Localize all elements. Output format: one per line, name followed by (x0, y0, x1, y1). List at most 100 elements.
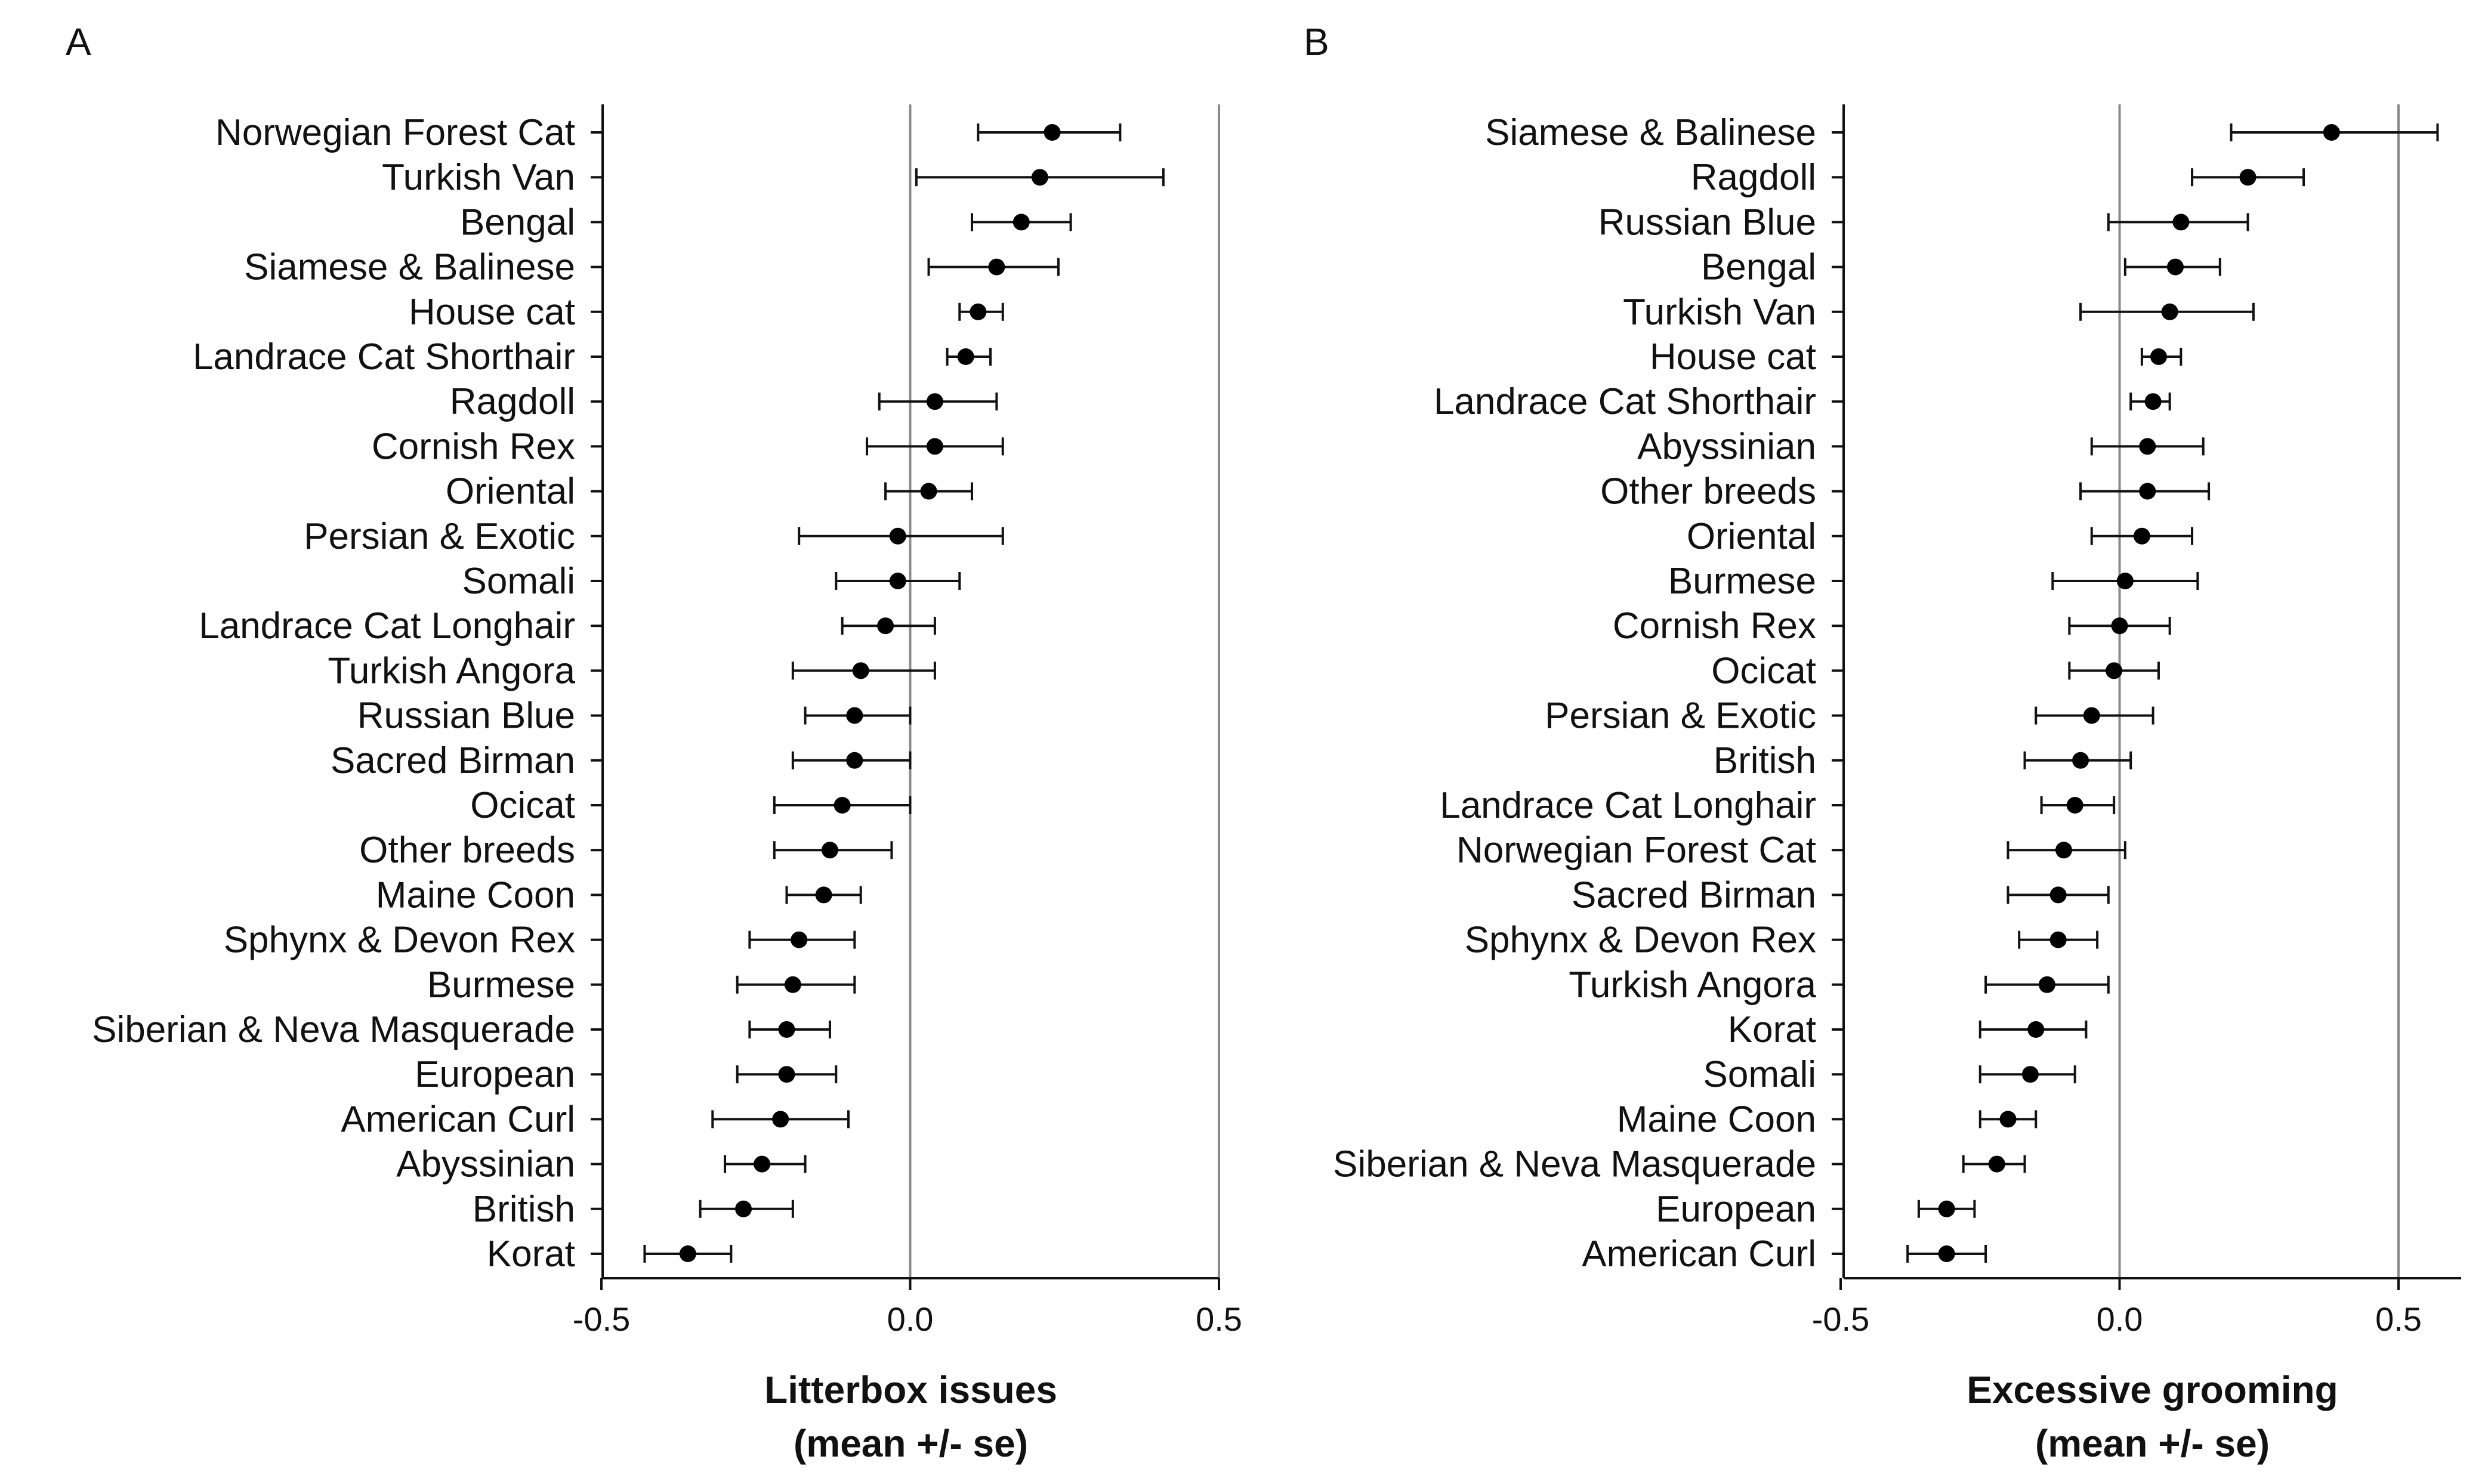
mean-point-b-1 (2239, 169, 2257, 186)
mean-point-a-20 (778, 1021, 795, 1038)
mean-point-a-13 (846, 707, 863, 724)
mean-point-b-13 (2083, 707, 2100, 724)
category-label-b-3: Bengal (1701, 247, 1816, 288)
category-label-b-18: Sphynx & Devon Rex (1465, 920, 1816, 961)
mean-point-b-9 (2133, 527, 2150, 545)
x-tick-label-a-1: 0.0 (887, 1300, 934, 1338)
mean-point-b-11 (2111, 617, 2128, 635)
mean-point-a-11 (877, 617, 894, 635)
mean-point-a-3 (988, 258, 1005, 276)
mean-point-b-10 (2116, 573, 2134, 589)
category-label-a-1: Turkish Van (382, 157, 575, 198)
mean-point-b-14 (2072, 752, 2089, 769)
x-tick-label-a-2: 0.5 (1196, 1300, 1242, 1338)
mean-point-b-24 (1938, 1200, 1955, 1217)
panel-letter-b: B (1304, 20, 1329, 63)
category-label-b-25: American Curl (1582, 1233, 1816, 1275)
mean-point-b-0 (2323, 124, 2340, 141)
mean-point-a-9 (889, 527, 906, 545)
category-label-b-21: Somali (1703, 1054, 1816, 1095)
mean-point-a-5 (957, 348, 974, 365)
category-label-a-23: Abyssinian (396, 1144, 575, 1185)
mean-point-b-18 (2049, 931, 2067, 948)
mean-point-a-17 (815, 886, 832, 904)
category-label-b-1: Ragdoll (1691, 157, 1816, 198)
category-label-b-11: Cornish Rex (1613, 605, 1816, 647)
category-label-a-14: Sacred Birman (331, 740, 575, 781)
category-label-a-11: Landrace Cat Longhair (199, 605, 575, 647)
mean-point-a-19 (784, 976, 801, 993)
category-label-a-20: Siberian & Neva Masquerade (92, 1009, 575, 1050)
category-label-a-24: British (473, 1189, 575, 1230)
mean-point-a-21 (778, 1066, 795, 1083)
mean-point-b-22 (1999, 1111, 2017, 1128)
mean-point-a-15 (834, 797, 851, 814)
category-label-b-17: Sacred Birman (1572, 874, 1816, 916)
category-label-b-14: British (1714, 740, 1816, 781)
category-label-a-21: European (415, 1054, 575, 1095)
x-tick-label-a-0: -0.5 (573, 1300, 631, 1338)
mean-point-b-17 (2049, 886, 2067, 904)
x-tick-label-b-2: 0.5 (2375, 1300, 2422, 1338)
category-label-a-22: American Curl (341, 1099, 575, 1140)
category-label-a-4: House cat (409, 292, 575, 333)
category-label-b-4: Turkish Van (1623, 292, 1816, 333)
category-label-a-16: Other breeds (359, 830, 575, 871)
mean-point-a-8 (920, 483, 937, 500)
mean-point-b-2 (2172, 214, 2190, 231)
mean-point-b-21 (2021, 1066, 2039, 1083)
mean-point-b-8 (2139, 483, 2156, 500)
mean-point-a-0 (1044, 124, 1061, 141)
category-label-a-5: Landrace Cat Shorthair (193, 336, 575, 378)
category-label-b-20: Korat (1728, 1009, 1816, 1050)
mean-point-a-14 (846, 752, 863, 769)
category-label-a-0: Norwegian Forest Cat (215, 112, 575, 153)
mean-point-a-4 (970, 303, 987, 320)
mean-point-b-25 (1938, 1245, 1955, 1262)
x-tick-label-b-0: -0.5 (1812, 1300, 1870, 1338)
category-label-a-17: Maine Coon (376, 874, 575, 916)
x-axis-title-a: Litterbox issues (764, 1368, 1057, 1411)
x-axis-title-b: Excessive grooming (1967, 1368, 2338, 1411)
category-label-a-9: Persian & Exotic (304, 516, 575, 557)
mean-point-a-24 (735, 1200, 752, 1217)
mean-point-a-2 (1013, 214, 1030, 231)
category-label-b-8: Other breeds (1600, 471, 1816, 512)
mean-point-b-6 (2144, 393, 2162, 410)
panel-letter-a: A (66, 20, 91, 63)
category-label-a-12: Turkish Angora (328, 650, 575, 691)
category-label-a-18: Sphynx & Devon Rex (224, 920, 575, 961)
category-label-b-23: Siberian & Neva Masquerade (1333, 1144, 1816, 1185)
mean-point-b-15 (2066, 797, 2083, 814)
category-label-b-6: Landrace Cat Shorthair (1434, 381, 1816, 422)
category-label-a-25: Korat (487, 1233, 575, 1275)
mean-point-a-12 (852, 662, 869, 679)
category-label-b-10: Burmese (1668, 561, 1816, 602)
category-label-a-13: Russian Blue (357, 695, 575, 737)
category-label-b-9: Oriental (1687, 516, 1816, 557)
category-label-b-24: European (1656, 1189, 1816, 1230)
category-label-a-8: Oriental (446, 471, 575, 512)
mean-point-b-3 (2167, 258, 2184, 276)
mean-point-a-16 (821, 842, 838, 859)
category-label-b-22: Maine Coon (1617, 1099, 1816, 1140)
category-label-b-19: Turkish Angora (1569, 964, 1816, 1006)
category-label-b-16: Norwegian Forest Cat (1456, 830, 1816, 871)
category-label-b-13: Persian & Exotic (1545, 695, 1816, 737)
x-axis-subtitle-a: (mean +/- se) (794, 1422, 1028, 1465)
category-label-b-15: Landrace Cat Longhair (1440, 785, 1816, 826)
category-label-a-15: Ocicat (470, 785, 575, 826)
mean-point-a-18 (791, 931, 808, 948)
category-label-a-10: Somali (462, 561, 575, 602)
mean-point-a-22 (772, 1111, 789, 1128)
category-label-a-6: Ragdoll (450, 381, 575, 422)
mean-point-b-20 (2027, 1021, 2045, 1038)
mean-point-a-7 (926, 438, 943, 455)
mean-point-b-5 (2150, 348, 2167, 365)
category-label-b-12: Ocicat (1711, 650, 1816, 691)
category-label-b-0: Siamese & Balinese (1485, 112, 1816, 153)
category-label-a-2: Bengal (460, 202, 575, 243)
category-label-a-19: Burmese (427, 964, 575, 1006)
mean-point-a-10 (889, 573, 906, 589)
